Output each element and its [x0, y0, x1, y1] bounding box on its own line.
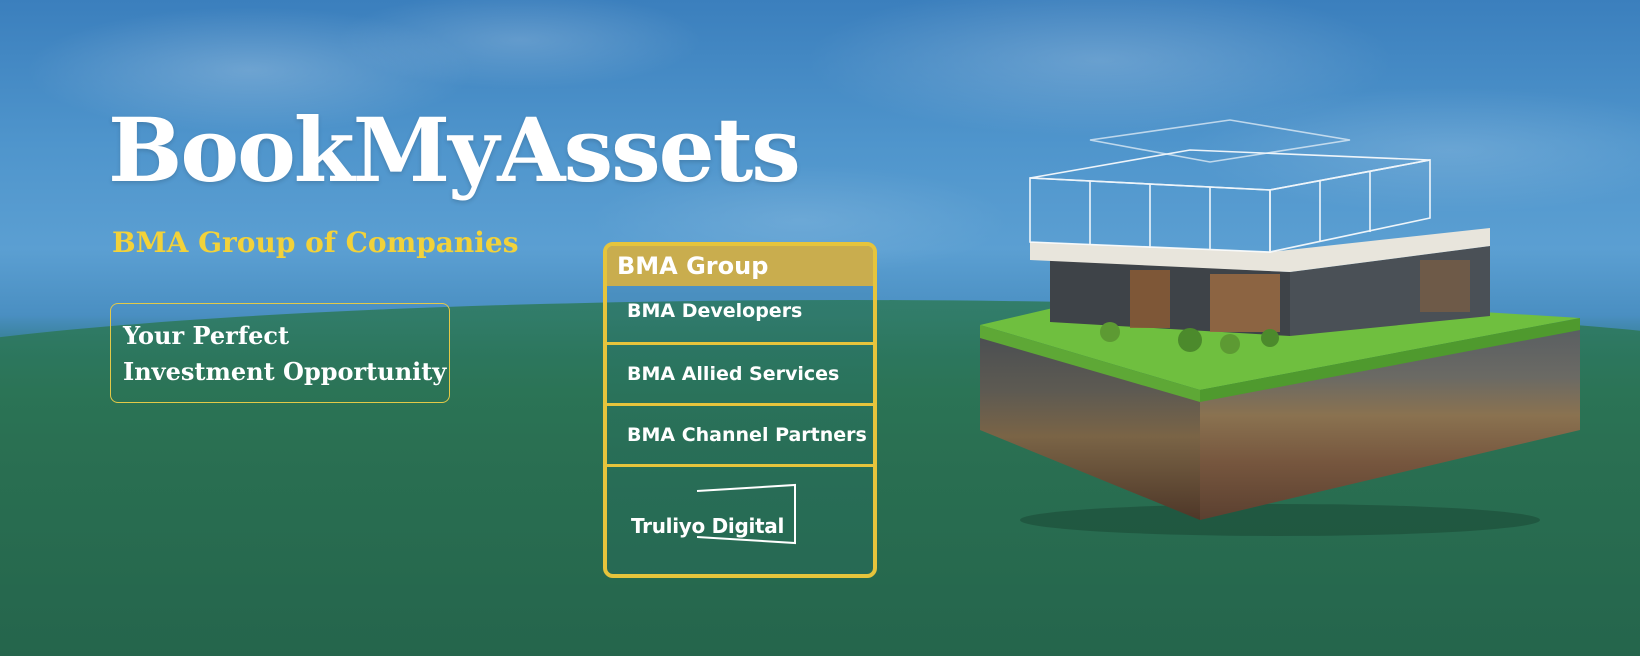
house-on-land-illustration: [980, 119, 1580, 536]
group-item-allied-services[interactable]: BMA Allied Services: [607, 342, 873, 403]
group-item-developers[interactable]: BMA Developers: [627, 300, 803, 322]
group-item-truliyo-digital[interactable]: Truliyo Digital: [607, 464, 873, 574]
tagline-line-1: Your Perfect: [123, 321, 290, 350]
group-item-channel-partners[interactable]: BMA Channel Partners: [607, 403, 873, 464]
group-companies-card: BMA Group BMA Developers BMA Allied Serv…: [603, 242, 877, 578]
group-card-heading: BMA Group: [607, 246, 873, 286]
brand-subtitle: BMA Group of Companies: [112, 226, 519, 259]
tagline-box: Your Perfect Investment Opportunity: [110, 303, 450, 403]
tagline-line-2: Investment Opportunity: [123, 357, 447, 386]
truliyo-frame-icon: [696, 483, 796, 545]
brand-title: BookMyAssets: [108, 98, 801, 202]
truliyo-digital-logo-text: Truliyo Digital: [631, 514, 785, 538]
